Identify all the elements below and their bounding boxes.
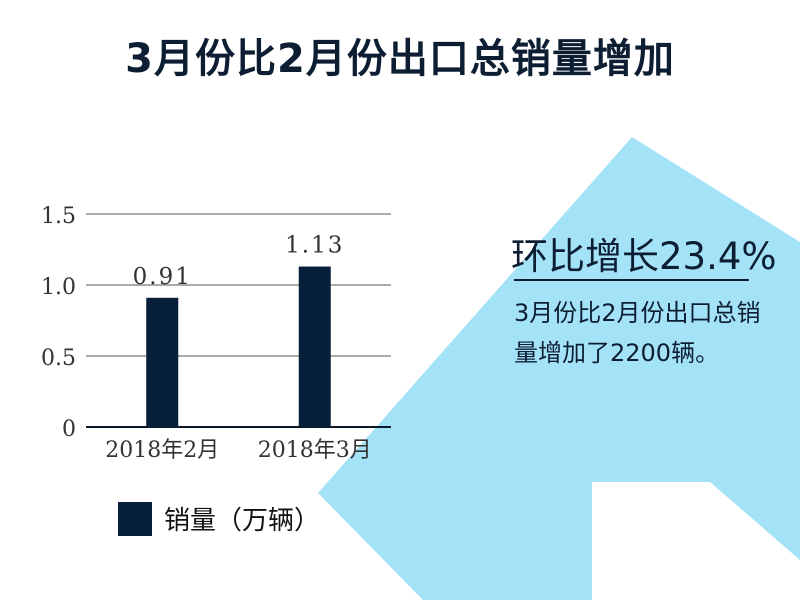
y-tick-label: 0.5 — [41, 346, 76, 371]
legend-label: 销量（万辆） — [164, 506, 321, 536]
data-label: 1.13 — [285, 233, 344, 259]
chart-legend: 销量（万辆） — [118, 500, 320, 537]
x-tick-label: 2018年3月 — [258, 438, 372, 463]
bar-1 — [146, 297, 179, 427]
y-tick-label: 1.0 — [41, 275, 76, 300]
headline-underline — [514, 279, 749, 281]
y-tick-label: 0 — [62, 417, 76, 442]
legend-swatch — [118, 501, 152, 536]
data-label: 0.91 — [133, 264, 192, 290]
growth-description: 3月份比2月份出口总销量增加了2200辆。 — [514, 299, 761, 367]
y-tick-label: 1.5 — [41, 204, 76, 229]
page-title: 3月份比2月份出口总销量增加 — [125, 36, 675, 82]
growth-headline: 环比增长23.4% — [511, 235, 777, 278]
x-tick-label: 2018年2月 — [105, 438, 219, 463]
bar-2 — [298, 266, 331, 427]
arrow-shape — [318, 137, 800, 600]
